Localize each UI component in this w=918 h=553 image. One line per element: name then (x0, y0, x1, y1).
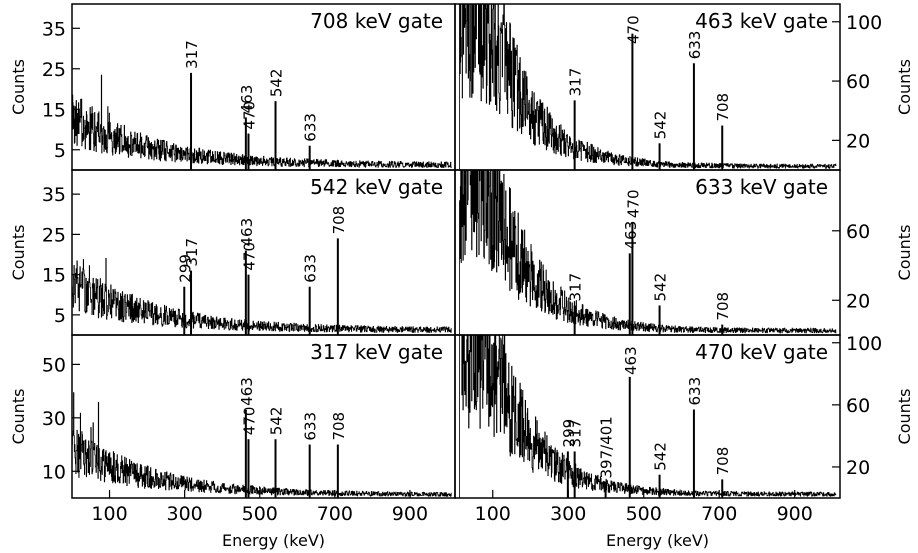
peak-label-708: 708 (330, 412, 348, 441)
peak-label-470: 470 (624, 15, 642, 44)
x-axis-title-5: Energy (keV) (606, 531, 709, 550)
peak-label-633: 633 (302, 412, 320, 441)
panel-1 (455, 3, 837, 171)
y-tick-label-100: 100 (846, 333, 882, 355)
x-axis-title-4: Energy (keV) (222, 531, 325, 550)
y-axis-title-1: Counts (895, 59, 914, 115)
x-tick-label-700: 700 (317, 503, 353, 525)
y-axis-title-5: Counts (895, 389, 914, 445)
peak-label-317: 317 (567, 273, 585, 302)
spectrum-trace-0 (71, 74, 452, 170)
y-tick-label-25: 25 (42, 59, 66, 81)
gate-title-3: 633 keV gate (695, 175, 828, 199)
x-tick-label-100: 100 (91, 503, 127, 525)
y-tick-label-35: 35 (42, 18, 66, 40)
spectrum-trace-2 (71, 258, 452, 335)
peak-label-708: 708 (714, 447, 732, 476)
y-tick-label-60: 60 (846, 395, 870, 417)
spectrum-trace-5 (455, 334, 837, 499)
peak-label-299: 299 (176, 254, 194, 283)
x-tick-label-500: 500 (626, 503, 662, 525)
peak-label-542: 542 (268, 69, 286, 98)
y-tick-label-5: 5 (54, 140, 66, 162)
panel-3 (455, 169, 837, 336)
peak-label-708: 708 (330, 206, 348, 235)
y-tick-label-100: 100 (846, 12, 882, 34)
peak-label-299: 299 (560, 419, 578, 448)
peak-label-633: 633 (686, 31, 704, 60)
peak-label-463: 463 (238, 85, 256, 114)
peak-label-317: 317 (567, 68, 585, 97)
y-tick-label-60: 60 (846, 71, 870, 93)
y-tick-label-15: 15 (42, 265, 66, 287)
peak-label-542: 542 (268, 407, 286, 436)
y-axis-title-2: Counts (9, 225, 28, 281)
panel-0 (71, 72, 452, 170)
x-tick-label-300: 300 (550, 503, 586, 525)
y-tick-label-35: 35 (42, 184, 66, 206)
peak-label-542: 542 (652, 273, 670, 302)
peak-label-633: 633 (302, 113, 320, 142)
peak-label-708: 708 (714, 93, 732, 122)
gate-title-1: 463 keV gate (695, 9, 828, 33)
peak-label-470: 470 (240, 101, 258, 130)
y-tick-label-50: 50 (42, 354, 66, 376)
x-tick-label-900: 900 (392, 503, 428, 525)
y-tick-label-25: 25 (42, 224, 66, 246)
peak-label-463: 463 (238, 377, 256, 406)
peak-label-463: 463 (622, 221, 640, 250)
gate-title-4: 317 keV gate (310, 340, 443, 364)
y-tick-label-60: 60 (846, 221, 870, 243)
peak-label-317: 317 (183, 40, 201, 69)
spectrum-trace-3 (455, 169, 837, 336)
y-tick-label-20: 20 (846, 457, 870, 479)
y-tick-label-20: 20 (846, 130, 870, 152)
y-axis-title-3: Counts (895, 225, 914, 281)
peak-label-542: 542 (652, 442, 670, 471)
x-tick-label-500: 500 (242, 503, 278, 525)
peak-label-463: 463 (622, 346, 640, 375)
gate-title-2: 542 keV gate (310, 175, 443, 199)
peak-label-317: 317 (567, 419, 585, 448)
peak-label-470: 470 (240, 407, 258, 436)
x-tick-label-700: 700 (701, 503, 737, 525)
x-tick-label-100: 100 (475, 503, 511, 525)
panel-frame-5 (454, 334, 841, 499)
y-tick-label-15: 15 (42, 99, 66, 121)
peak-label-708: 708 (714, 292, 732, 321)
y-tick-label-20: 20 (846, 290, 870, 312)
peak-label-463: 463 (238, 218, 256, 247)
y-axis-title-4: Counts (9, 389, 28, 445)
x-tick-label-900: 900 (777, 503, 813, 525)
spectrum-trace-1 (455, 3, 837, 171)
y-tick-label-30: 30 (42, 408, 66, 430)
y-axis-title-0: Counts (9, 59, 28, 115)
peak-label-470: 470 (240, 242, 258, 271)
gate-title-0: 708 keV gate (310, 9, 443, 33)
peak-label-397/401: 397/401 (598, 416, 616, 478)
gate-title-5: 470 keV gate (695, 340, 828, 364)
panel-2 (71, 238, 452, 335)
peak-label-470: 470 (624, 189, 642, 218)
spectrum-trace-4 (71, 392, 452, 498)
x-tick-label-300: 300 (167, 503, 203, 525)
peak-label-633: 633 (686, 377, 704, 406)
panel-4 (71, 392, 452, 498)
y-tick-label-10: 10 (42, 461, 66, 483)
peak-label-542: 542 (652, 111, 670, 140)
y-tick-label-5: 5 (54, 305, 66, 327)
peak-label-317: 317 (183, 238, 201, 267)
peak-label-633: 633 (302, 254, 320, 283)
